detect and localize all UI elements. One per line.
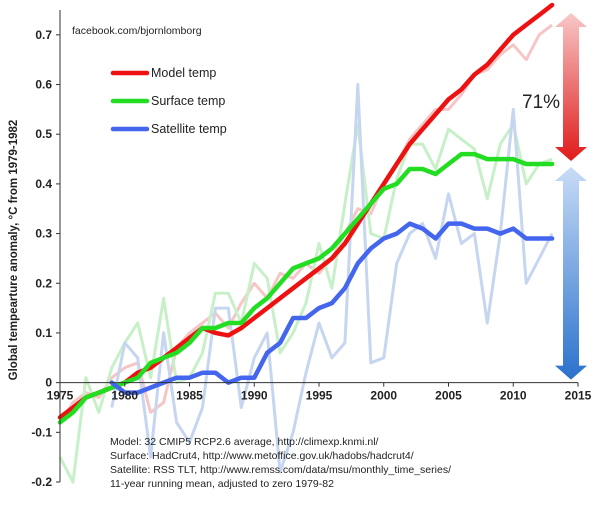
y-tick-label: 0 [45,376,52,390]
raw-annual-lines [58,23,554,484]
note-running-mean: 11-year running mean, adjusted to zero 1… [110,478,334,490]
x-tick-label: 2005 [435,389,462,403]
x-tick-label: 1985 [176,389,203,403]
model-gap-arrow [555,13,587,162]
y-tick-label: 0.6 [35,78,52,92]
model-temp-raw-line [58,23,554,424]
x-tick-label: 1980 [111,389,138,403]
x-tick-label: 2000 [370,389,397,403]
source-notes: Model: 32 CMIP5 RCP2.6 average, http://c… [110,436,451,490]
x-tick-label: 2010 [500,389,527,403]
surface-temp-raw-line [58,122,553,484]
satellite-temp-line [109,221,555,395]
legend: Model temp Surface temp Satellite temp [110,66,227,136]
x-tick-label: 1975 [47,389,74,403]
y-tick-label: 0.2 [35,276,52,290]
note-surface: Surface: HadCrut4, http://www.metoffice.… [110,450,414,462]
y-ticks: -0.2 -0.1 0 0.1 0.2 0.3 0.4 0.5 0.6 0.7 [31,28,60,489]
x-tick-label: 1990 [241,389,268,403]
y-tick-label: 0.4 [35,177,52,191]
gap-arrows [555,13,587,380]
smoothed-lines [57,2,555,425]
x-ticks: 1975 1980 1985 1990 1995 2000 2005 2010 2015 [47,382,592,403]
note-model: Model: 32 CMIP5 RCP2.6 average, http://c… [110,436,379,448]
percent-annotation: 71% [522,92,560,113]
y-tick-label: 0.5 [35,127,52,141]
surface-temp-line [57,151,555,425]
x-tick-label: 2015 [565,389,592,403]
x-tick-label: 1995 [306,389,333,403]
y-tick-label: 0.7 [35,28,52,42]
legend-label-model-temp: Model temp [151,66,216,80]
y-tick-label: -0.2 [31,475,52,489]
watermark: facebook.com/bjornlomborg [72,25,202,37]
y-tick-label: -0.1 [31,425,52,439]
y-tick-label: 0.3 [35,227,52,241]
note-satellite: Satellite: RSS TLT, http://www.remss.com… [110,464,451,476]
y-tick-label: 0.1 [35,326,52,340]
y-axis-label: Global tempearture anomaly, °C from 1979… [8,120,20,381]
legend-label-satellite-temp: Satellite temp [151,122,227,136]
satellite-temp-raw-line [110,83,554,474]
observed-warming-arrow [555,167,587,380]
legend-label-surface-temp: Surface temp [151,94,225,108]
